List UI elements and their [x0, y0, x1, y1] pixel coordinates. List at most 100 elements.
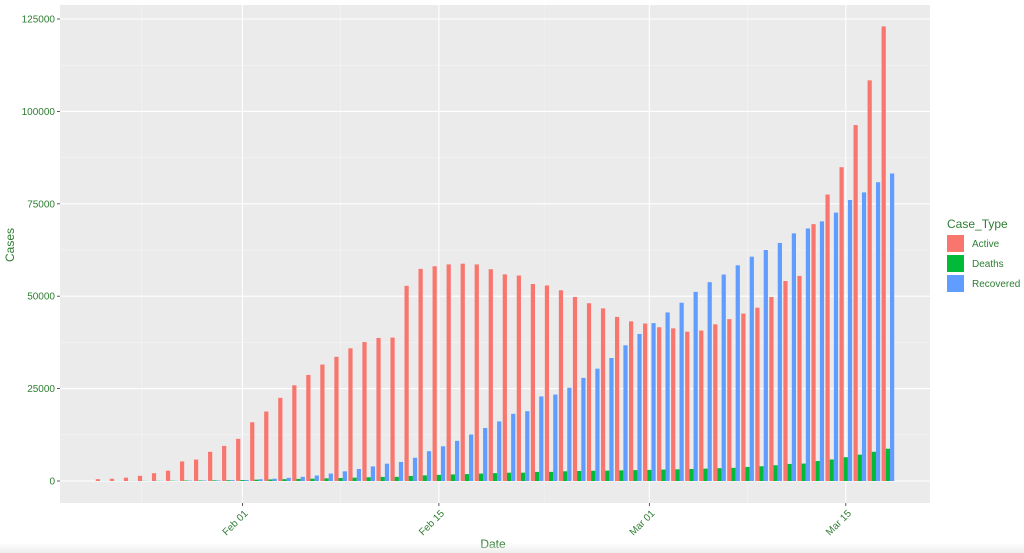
- grid-minor: [60, 5, 930, 503]
- bar-active: [755, 307, 760, 481]
- bar-recovered: [511, 413, 516, 481]
- bar-deaths: [310, 478, 315, 481]
- bar-recovered: [469, 434, 474, 481]
- bottom-fade: [0, 543, 1024, 553]
- bar-active: [348, 348, 353, 481]
- bar-recovered: [890, 173, 895, 482]
- bar-recovered: [581, 377, 586, 481]
- bar-recovered: [483, 427, 488, 481]
- bar-recovered: [861, 192, 867, 481]
- bar-deaths: [605, 470, 610, 481]
- bar-recovered: [300, 476, 305, 481]
- bar-deaths: [787, 463, 792, 481]
- bar-active: [194, 459, 199, 481]
- bar-active: [320, 364, 325, 481]
- bar-recovered: [735, 265, 740, 481]
- bar-active: [123, 477, 129, 481]
- bar-recovered: [665, 312, 670, 481]
- bar-active: [586, 303, 592, 481]
- legend: Case_Type Active Deaths Recovered: [947, 217, 1020, 292]
- bar-active: [783, 281, 788, 481]
- bar-deaths: [422, 475, 427, 481]
- bar-active: [95, 479, 100, 481]
- bar-active: [769, 296, 774, 481]
- bar-active: [460, 263, 465, 481]
- y-tick-label: 75000: [27, 199, 55, 210]
- bar-active: [600, 308, 606, 481]
- bar-recovered: [398, 461, 404, 481]
- bar-active: [741, 313, 746, 481]
- bar-deaths: [633, 470, 638, 481]
- bar-active: [502, 274, 507, 481]
- x-axis-ticks: Feb 01 Feb 15 Mar 01 Mar 15: [221, 503, 854, 538]
- bar-active: [572, 296, 578, 481]
- legend-title: Case_Type: [947, 217, 1008, 231]
- bar-recovered: [875, 182, 881, 481]
- bar-recovered: [637, 333, 642, 481]
- bar-deaths: [619, 470, 624, 481]
- bar-recovered: [356, 469, 361, 481]
- bar-active: [544, 285, 550, 481]
- bar-recovered: [328, 473, 333, 481]
- bar-recovered: [244, 479, 249, 481]
- bar-active: [292, 385, 297, 481]
- bar-active: [671, 328, 676, 481]
- bar-active: [236, 438, 241, 481]
- bar-deaths: [759, 466, 764, 481]
- bar-recovered: [342, 471, 347, 481]
- legend-key-recovered: [947, 275, 964, 292]
- bar-deaths: [661, 469, 666, 481]
- bar-deaths: [745, 466, 750, 481]
- bar-recovered: [455, 440, 460, 481]
- bar-deaths: [282, 479, 287, 481]
- bar-active: [811, 224, 816, 482]
- bar-active: [474, 264, 479, 481]
- bar-active: [488, 269, 493, 481]
- bar-recovered: [567, 387, 572, 481]
- bar-deaths: [366, 477, 371, 481]
- bar-recovered: [553, 394, 558, 481]
- bar-deaths: [380, 476, 385, 481]
- bar-recovered: [749, 256, 754, 481]
- bar-deaths: [436, 474, 441, 481]
- bar-recovered: [440, 446, 446, 481]
- bar-active: [432, 266, 437, 481]
- x-tick-label: Mar 01: [628, 508, 658, 538]
- bar-deaths: [885, 448, 891, 481]
- bar-deaths: [563, 471, 568, 481]
- bar-active: [685, 331, 690, 481]
- bar-active: [657, 327, 662, 481]
- bar-deaths: [577, 470, 582, 481]
- bar-deaths: [324, 478, 329, 481]
- bar-recovered: [763, 250, 768, 481]
- bar-recovered: [497, 421, 502, 481]
- bar-deaths: [675, 469, 680, 481]
- bar-active: [713, 324, 718, 481]
- bar-deaths: [506, 472, 512, 481]
- bar-recovered: [595, 368, 600, 481]
- bar-deaths: [520, 472, 526, 481]
- legend-label-recovered: Recovered: [972, 279, 1020, 290]
- bar-active: [278, 397, 283, 481]
- bar-active: [151, 473, 157, 481]
- bar-deaths: [450, 474, 456, 481]
- bar-recovered: [819, 221, 825, 482]
- bar-recovered: [525, 411, 530, 481]
- legend-items: Active Deaths Recovered: [947, 235, 1020, 292]
- bar-deaths: [254, 479, 259, 481]
- bar-active: [727, 319, 732, 481]
- bar-deaths: [549, 471, 554, 481]
- bar-deaths: [240, 480, 245, 481]
- bar-recovered: [426, 451, 432, 481]
- bar-recovered: [707, 282, 712, 481]
- bars: [95, 26, 895, 482]
- bar-recovered: [272, 478, 277, 481]
- bar-active: [797, 275, 802, 481]
- bar-active: [867, 80, 872, 481]
- bar-recovered: [679, 302, 684, 481]
- bar-deaths: [871, 451, 876, 481]
- bar-recovered: [230, 480, 235, 481]
- bar-deaths: [591, 470, 596, 481]
- bar-deaths: [394, 476, 399, 481]
